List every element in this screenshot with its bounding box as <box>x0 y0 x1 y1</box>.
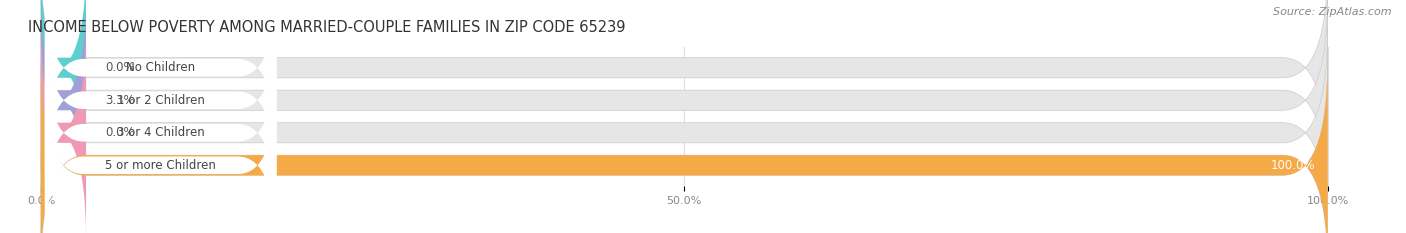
Text: No Children: No Children <box>127 61 195 74</box>
FancyBboxPatch shape <box>41 0 86 204</box>
FancyBboxPatch shape <box>41 62 1327 233</box>
FancyBboxPatch shape <box>45 11 277 189</box>
FancyBboxPatch shape <box>41 29 86 233</box>
FancyBboxPatch shape <box>41 0 1327 171</box>
Text: Source: ZipAtlas.com: Source: ZipAtlas.com <box>1274 7 1392 17</box>
Text: 3.3%: 3.3% <box>105 94 135 107</box>
Text: 100.0%: 100.0% <box>1270 159 1315 172</box>
Text: 5 or more Children: 5 or more Children <box>105 159 217 172</box>
Text: 0.0%: 0.0% <box>105 61 135 74</box>
FancyBboxPatch shape <box>41 62 1327 233</box>
FancyBboxPatch shape <box>41 29 1327 233</box>
Text: 0.0%: 0.0% <box>105 126 135 139</box>
Text: INCOME BELOW POVERTY AMONG MARRIED-COUPLE FAMILIES IN ZIP CODE 65239: INCOME BELOW POVERTY AMONG MARRIED-COUPL… <box>28 21 626 35</box>
FancyBboxPatch shape <box>45 44 277 222</box>
FancyBboxPatch shape <box>45 0 277 157</box>
FancyBboxPatch shape <box>41 0 86 171</box>
FancyBboxPatch shape <box>41 0 1327 204</box>
Text: 1 or 2 Children: 1 or 2 Children <box>117 94 205 107</box>
Text: 3 or 4 Children: 3 or 4 Children <box>117 126 204 139</box>
FancyBboxPatch shape <box>45 76 277 233</box>
